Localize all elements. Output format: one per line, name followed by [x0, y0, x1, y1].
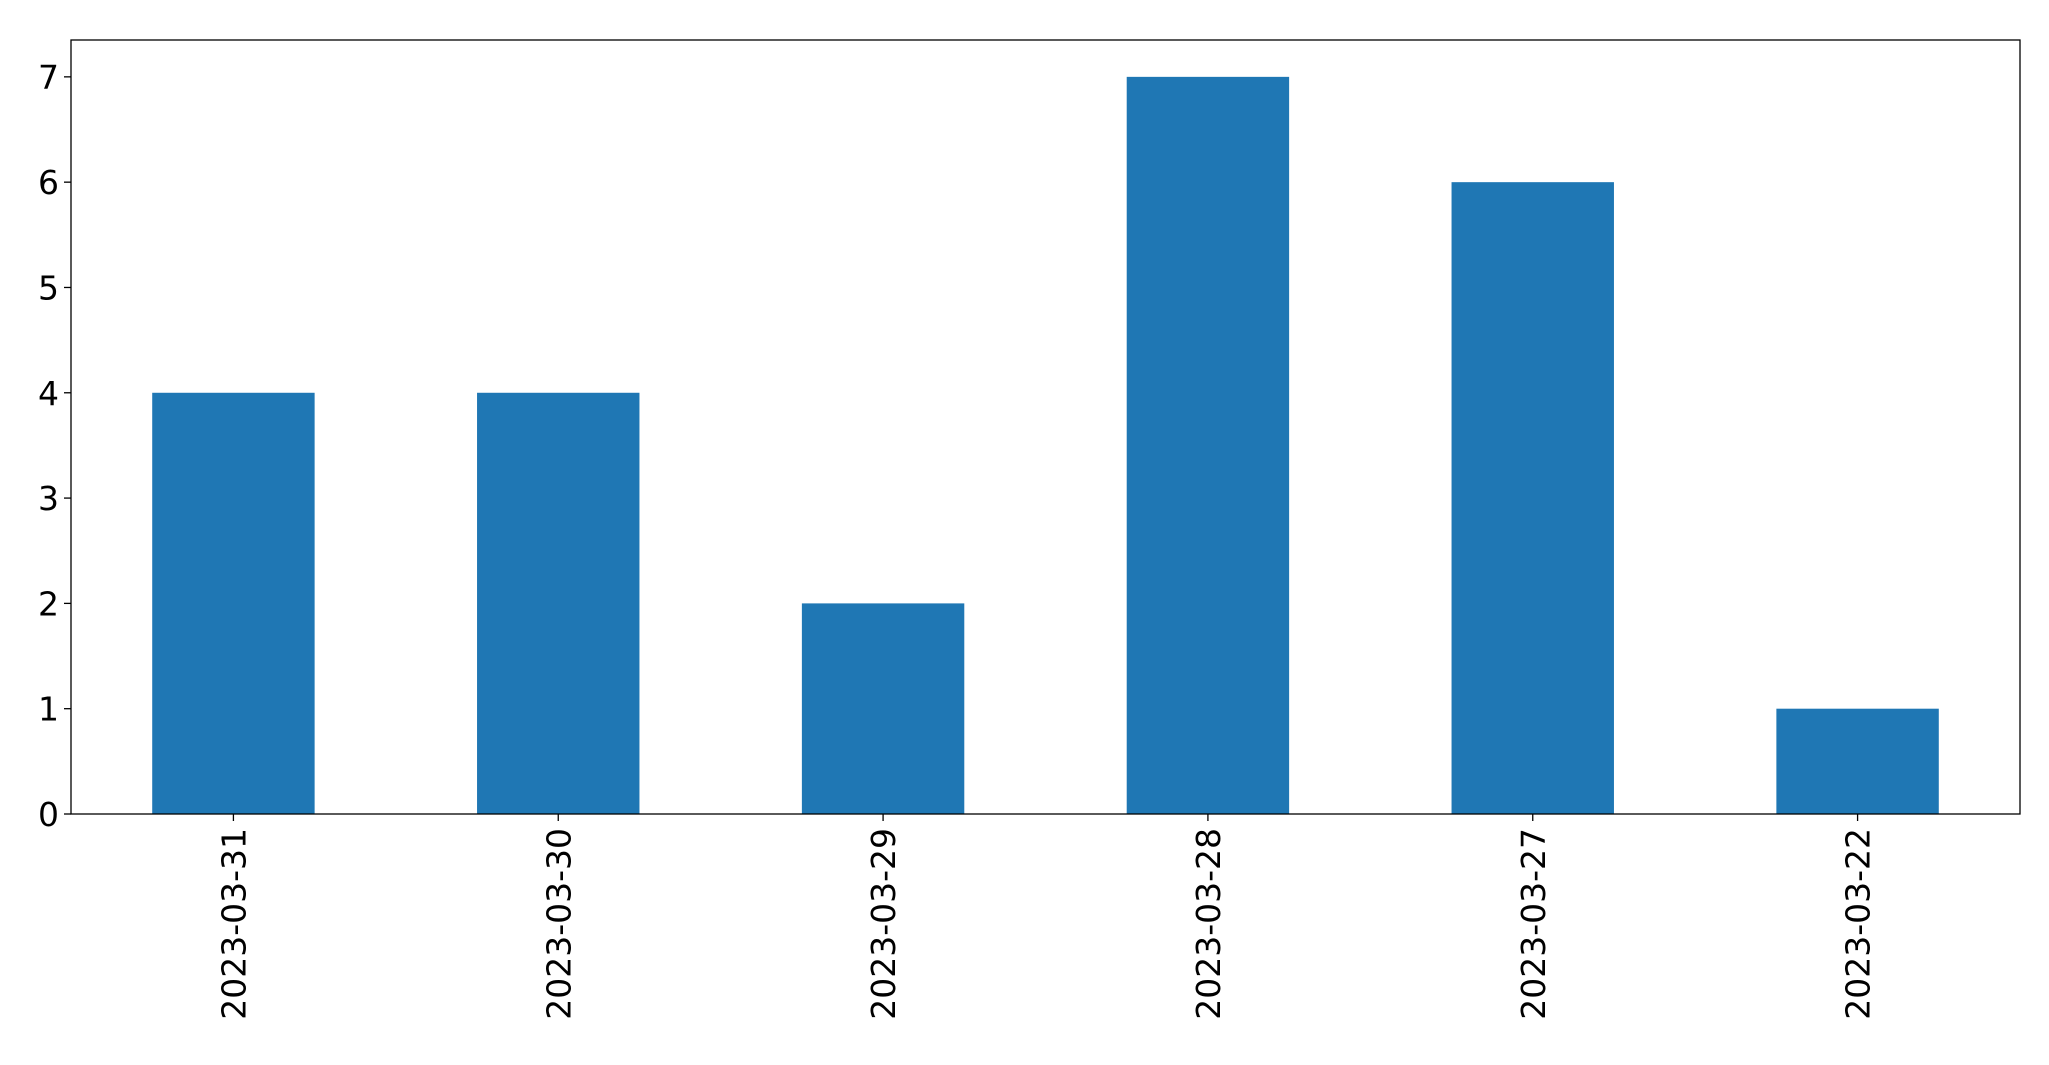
x-tick-label: 2023-03-29 [864, 828, 903, 1020]
x-tick-label: 2023-03-27 [1514, 828, 1553, 1020]
y-tick-label: 6 [38, 163, 59, 202]
bar-2023-03-28 [1126, 76, 1290, 815]
y-tick-label: 3 [38, 479, 59, 518]
x-tick-label: 2023-03-30 [539, 828, 578, 1020]
bar-2023-03-29 [801, 603, 965, 814]
ticks-layer: 2023-03-31 2023-03-30 2023-03-29 2023-03-28… [38, 58, 1878, 1020]
bar-2023-03-30 [477, 392, 640, 814]
plot-area-frame [70, 39, 2021, 815]
bar-2023-03-27 [1451, 182, 1614, 814]
y-tick-label: 4 [38, 374, 59, 413]
x-tick-label: 2023-03-22 [1839, 828, 1878, 1020]
y-tick-label: 1 [38, 690, 59, 729]
y-tick-label: 5 [38, 268, 59, 307]
y-tick-label: 7 [38, 58, 59, 97]
bar-2023-03-22 [1776, 708, 1939, 814]
y-tick-label: 2 [38, 584, 59, 623]
bars-layer [152, 76, 1939, 815]
x-tick-label: 2023-03-28 [1189, 828, 1228, 1020]
bar-2023-03-31 [152, 392, 315, 814]
x-tick-label: 2023-03-31 [214, 828, 253, 1020]
y-tick-label: 0 [38, 795, 59, 834]
